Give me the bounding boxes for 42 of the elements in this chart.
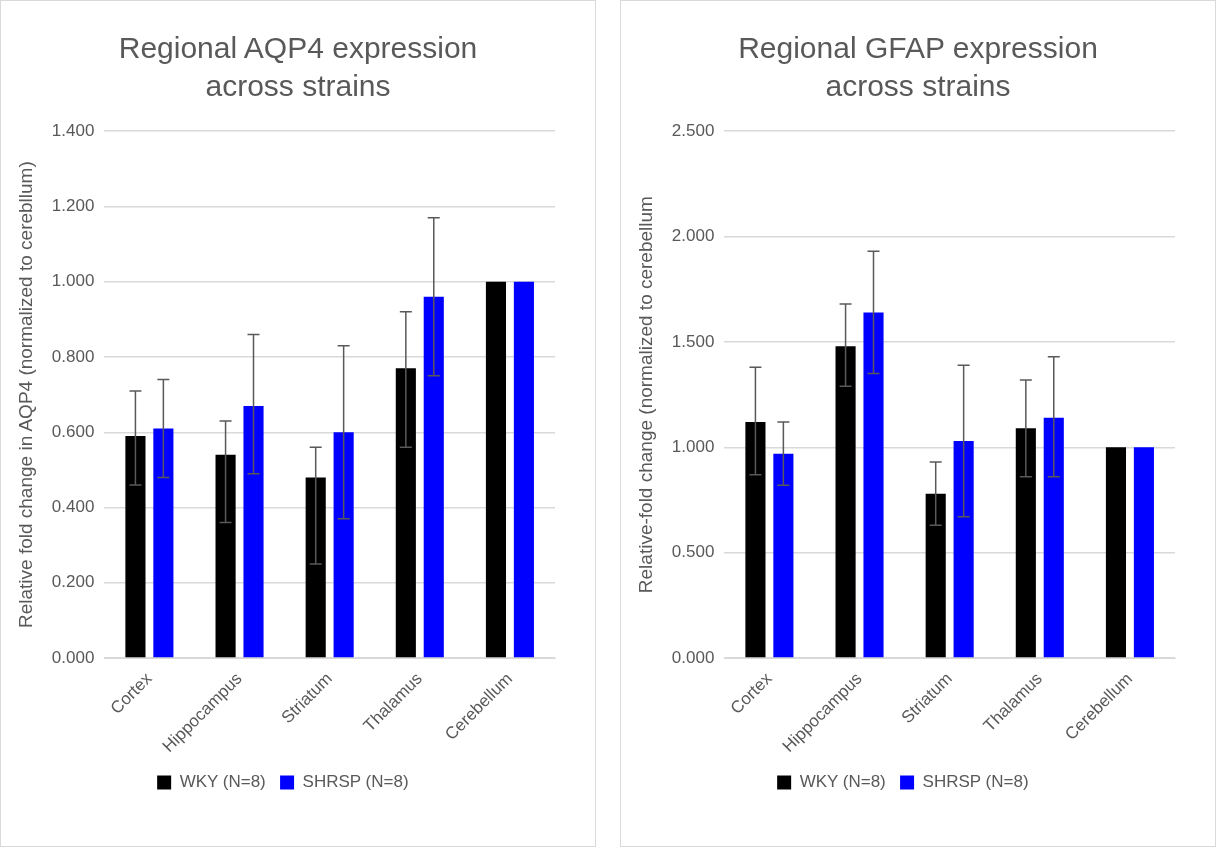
bar [513, 281, 534, 658]
bar [1043, 417, 1064, 658]
y-tick-label: 1.500 [671, 331, 715, 351]
bar [925, 493, 946, 658]
bar [395, 368, 416, 658]
bar [215, 454, 236, 658]
y-tick-label: 0.500 [671, 542, 715, 562]
y-tick-label: 2.500 [671, 120, 715, 140]
y-tick-label: 0.600 [51, 421, 95, 441]
bar [953, 441, 974, 658]
bar [305, 477, 326, 658]
y-axis-title: Relative fold change in AQP4 (normalized to cerebllum) [14, 161, 36, 629]
bar [333, 432, 354, 658]
y-tick-label: 0.000 [51, 647, 95, 667]
y-tick-label: 1.000 [51, 271, 95, 291]
legend-label: SHRSP (N=8) [302, 772, 409, 792]
bar [863, 312, 884, 658]
bar [773, 453, 794, 658]
bar [423, 296, 444, 658]
y-tick-label: 1.000 [671, 437, 715, 457]
bar [1015, 428, 1036, 658]
chart-title: Regional AQP4 expression across strains [117, 30, 479, 104]
bar [243, 405, 264, 658]
y-tick-label: 0.800 [51, 346, 95, 366]
bar [1105, 447, 1127, 658]
y-axis-title: Relative-fold change (normalized to cerebellum [634, 196, 656, 594]
y-tick-label: 1.200 [51, 196, 95, 216]
y-tick-label: 0.200 [51, 572, 95, 592]
bar [1133, 447, 1154, 658]
bar [485, 281, 507, 658]
legend-label: WKY (N=8) [179, 772, 266, 792]
legend-label: SHRSP (N=8) [922, 772, 1029, 792]
y-tick-label: 1.400 [51, 120, 95, 140]
legend-label: WKY (N=8) [799, 772, 886, 792]
y-tick-label: 2.000 [671, 226, 715, 246]
y-tick-label: 0.400 [51, 497, 95, 517]
bar [153, 428, 174, 658]
chart-title: Regional GFAP expression across strains [737, 30, 1099, 104]
bar [745, 422, 766, 658]
bar [835, 346, 856, 658]
y-tick-label: 0.000 [671, 647, 715, 667]
bar [125, 436, 146, 658]
